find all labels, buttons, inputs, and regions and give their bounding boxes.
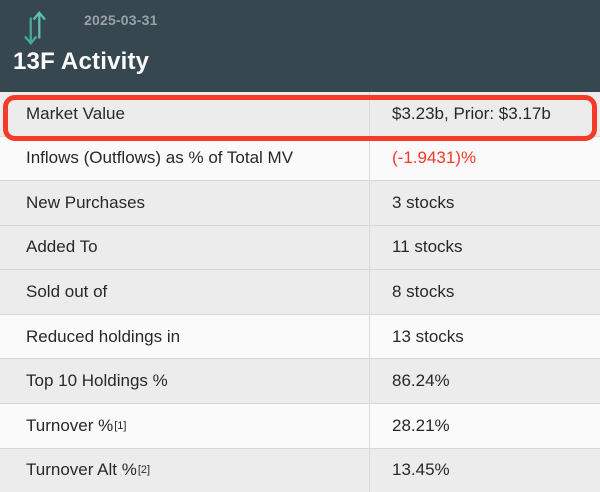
row-value: 11 stocks [392,237,463,257]
row-value: 3 stocks [392,192,455,212]
swap-vertical-arrows-icon [24,11,46,45]
row-label: Turnover % [1] [0,403,370,448]
row-label: Sold out of [0,270,370,314]
table-row-market-value: Market Value $3.23b, Prior: $3.17b [0,92,600,136]
row-label: Inflows (Outflows) as % of Total MV [0,136,370,181]
table-row-turnover: Turnover % [1] 28.21% [0,402,600,448]
table-row-new-purchases: New Purchases 3 stocks [0,180,600,225]
table-row-added-to: Added To 11 stocks [0,224,600,270]
row-value: 28.21% [392,415,450,435]
row-label: Added To [0,225,370,270]
row-label-text: Turnover Alt % [26,460,137,480]
row-label: Top 10 Holdings % [0,359,370,403]
panel-header: 2025-03-31 13F Activity [0,0,600,92]
row-value: 8 stocks [392,282,455,302]
row-value: (-1.9431)% [392,148,477,168]
table-row-top-10-holdings: Top 10 Holdings % 86.24% [0,358,600,403]
table-row-reduced-holdings: Reduced holdings in 13 stocks [0,313,600,359]
page-title: 13F Activity [13,48,150,75]
row-label-text: Turnover % [26,415,114,435]
row-label: Market Value [0,92,370,136]
activity-table: Market Value $3.23b, Prior: $3.17b Inflo… [0,92,600,492]
row-label: New Purchases [0,181,370,225]
table-row-sold-out-of: Sold out of 8 stocks [0,269,600,314]
row-value: 13 stocks [392,326,464,346]
row-value: 86.24% [392,371,450,391]
table-row-inflows-outflows: Inflows (Outflows) as % of Total MV (-1.… [0,135,600,181]
table-row-turnover-alt: Turnover Alt % [2] 13.45% [0,447,600,492]
report-date: 2025-03-31 [84,12,158,28]
row-label: Turnover Alt % [2] [0,448,370,492]
row-value: $3.23b, Prior: $3.17b [392,103,551,123]
row-value: 13.45% [392,460,450,480]
row-label: Reduced holdings in [0,314,370,359]
